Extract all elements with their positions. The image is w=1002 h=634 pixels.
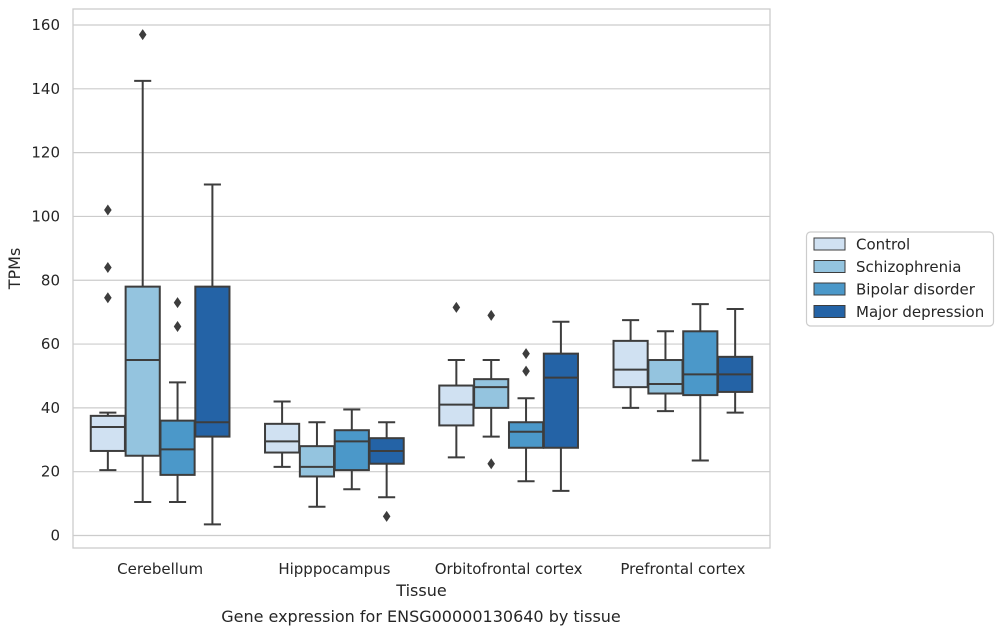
outlier-marker bbox=[104, 292, 112, 304]
box-body bbox=[194, 285, 231, 438]
x-tick-label: Cerebellum bbox=[117, 560, 203, 578]
box-body bbox=[264, 422, 301, 454]
y-tick-label: 60 bbox=[41, 335, 60, 353]
legend-swatch bbox=[813, 237, 846, 251]
box-body bbox=[542, 352, 579, 449]
outlier-marker bbox=[173, 321, 182, 333]
box bbox=[194, 183, 231, 526]
box-body bbox=[612, 339, 649, 389]
x-axis-ticks: Cerebellum Hipppocampus Orbitofrontal cort… bbox=[117, 560, 745, 578]
legend-frame bbox=[805, 231, 995, 327]
plot-frame bbox=[72, 8, 771, 549]
legend-item: Major depression bbox=[813, 303, 984, 321]
outlier-marker bbox=[522, 348, 530, 360]
y-tick-label: 40 bbox=[41, 399, 60, 417]
box bbox=[124, 29, 161, 503]
box-body bbox=[89, 414, 126, 452]
box-body bbox=[333, 429, 370, 472]
box bbox=[333, 408, 370, 491]
box-body bbox=[647, 359, 684, 395]
y-tick-label: 160 bbox=[31, 16, 60, 34]
outlier-marker bbox=[173, 297, 182, 309]
legend-label: Major depression bbox=[856, 303, 984, 321]
legend-swatch bbox=[813, 260, 846, 273]
box bbox=[264, 400, 301, 468]
outlier-marker bbox=[104, 261, 112, 273]
box-body bbox=[298, 445, 336, 478]
box-body bbox=[124, 285, 161, 457]
legend-swatch bbox=[813, 305, 846, 318]
box-body bbox=[682, 330, 719, 397]
outlier-marker bbox=[138, 29, 147, 41]
box bbox=[298, 421, 336, 508]
box bbox=[368, 421, 405, 522]
outlier-marker bbox=[382, 510, 391, 522]
outlier-marker bbox=[487, 309, 495, 321]
y-tick-label: 120 bbox=[31, 144, 60, 162]
legend-item: Schizophrenia bbox=[813, 258, 961, 276]
y-tick-label: 100 bbox=[31, 207, 60, 225]
box bbox=[159, 297, 196, 503]
box bbox=[682, 303, 719, 462]
outlier-marker bbox=[452, 301, 461, 313]
box bbox=[647, 330, 684, 413]
box bbox=[507, 348, 545, 483]
box bbox=[438, 301, 475, 459]
y-tick-label: 80 bbox=[41, 271, 60, 289]
chart-caption: Gene expression for ENSG00000130640 by t… bbox=[221, 607, 621, 626]
legend-item: Control bbox=[813, 236, 910, 254]
y-tick-label: 20 bbox=[41, 463, 60, 481]
box bbox=[612, 319, 649, 409]
box bbox=[89, 204, 126, 472]
legend-label: Bipolar disorder bbox=[856, 281, 976, 299]
y-axis-ticks: 0 20 40 60 80 100 120 140 160 bbox=[31, 16, 60, 545]
box-series bbox=[89, 29, 754, 526]
legend-item: Bipolar disorder bbox=[813, 281, 976, 299]
legend-label: Schizophrenia bbox=[856, 258, 961, 276]
legend-swatch bbox=[813, 282, 846, 296]
legend-label: Control bbox=[856, 236, 910, 254]
x-axis-label: Tissue bbox=[395, 581, 446, 600]
y-tick-label: 140 bbox=[31, 80, 60, 98]
box bbox=[717, 307, 754, 414]
y-tick-label: 0 bbox=[50, 527, 60, 545]
x-tick-label: Prefrontal cortex bbox=[620, 560, 745, 578]
box bbox=[542, 320, 579, 492]
box-body bbox=[159, 419, 196, 476]
legend: Control Schizophrenia Bipolar disorder Majo… bbox=[805, 231, 995, 327]
box-body bbox=[507, 421, 545, 449]
outlier-marker bbox=[487, 458, 495, 470]
x-tick-label: Orbitofrontal cortex bbox=[435, 560, 583, 578]
box-body bbox=[473, 378, 510, 409]
x-tick-label: Hipppocampus bbox=[278, 560, 390, 578]
outlier-marker bbox=[522, 365, 530, 377]
box bbox=[473, 309, 510, 470]
outlier-marker bbox=[104, 204, 112, 216]
y-axis-label: TPMs bbox=[5, 248, 24, 291]
